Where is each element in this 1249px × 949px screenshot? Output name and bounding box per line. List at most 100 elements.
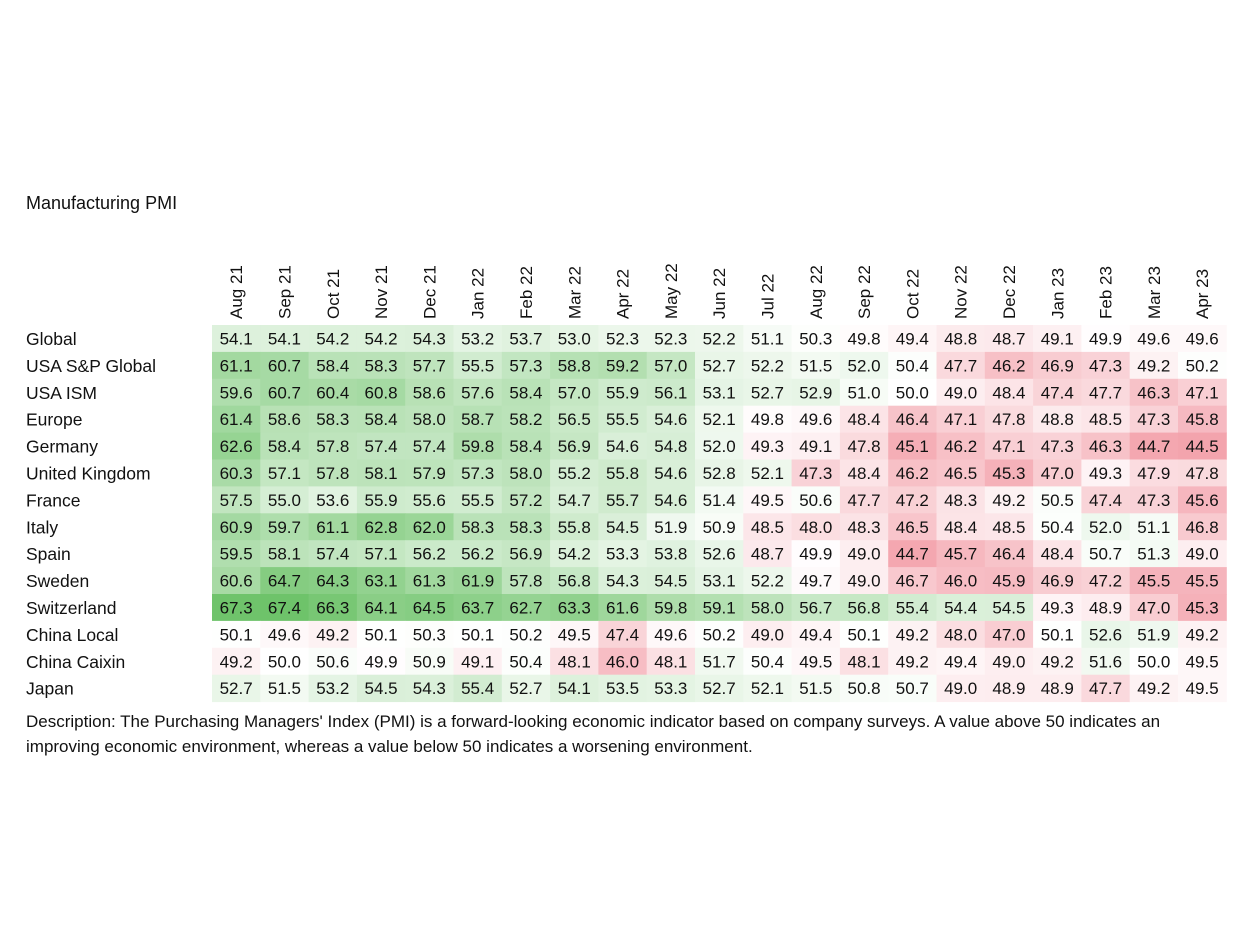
heatmap-cell	[1178, 647, 1227, 676]
cell-value: 53.8	[654, 545, 687, 564]
cell-value: 47.2	[1089, 572, 1122, 591]
heatmap-cell	[1033, 486, 1082, 514]
row-label-switzerland: Switzerland	[26, 598, 116, 618]
row-label-germany: Germany	[26, 437, 98, 457]
heatmap-cell	[1033, 674, 1082, 703]
heatmap-cell	[1081, 567, 1131, 595]
heatmap-cell	[453, 647, 503, 676]
cell-value: 45.3	[992, 464, 1025, 483]
cell-value: 59.6	[220, 383, 253, 402]
heatmap-cell	[743, 325, 793, 353]
heatmap-cell	[453, 432, 503, 460]
heatmap-cell	[839, 513, 889, 541]
heatmap-cell	[936, 325, 986, 353]
heatmap-cell	[308, 540, 358, 568]
heatmap-cell	[356, 325, 406, 353]
heatmap-cell	[308, 594, 358, 622]
cell-value: 47.3	[1137, 491, 1170, 510]
cell-value: 46.8	[1186, 518, 1219, 537]
heatmap-cell	[212, 351, 261, 380]
cell-value: 61.3	[413, 572, 446, 591]
cell-value: 50.6	[316, 652, 349, 671]
heatmap-cell	[501, 378, 551, 407]
description-text: Description: The Purchasing Managers' In…	[26, 712, 1161, 756]
cell-value: 57.0	[654, 356, 687, 375]
heatmap-cell	[646, 405, 696, 434]
cell-value: 54.1	[558, 679, 591, 698]
cell-value: 49.1	[461, 652, 494, 671]
heatmap-cell	[598, 351, 648, 380]
heatmap-cell	[453, 620, 503, 649]
cell-value: 47.3	[1089, 356, 1122, 375]
heatmap-cell	[501, 594, 551, 622]
cell-value: 50.6	[799, 491, 832, 510]
cell-value: 58.7	[461, 410, 494, 429]
row-label-usa-s-p-global: USA S&P Global	[26, 356, 156, 376]
cell-value: 50.9	[703, 518, 736, 537]
heatmap-cell	[260, 486, 310, 514]
heatmap-cell	[1033, 620, 1082, 649]
heatmap-cell	[453, 567, 503, 595]
cell-value: 57.6	[461, 383, 494, 402]
cell-value: 53.0	[558, 329, 591, 348]
cell-value: 47.8	[992, 410, 1025, 429]
cell-value: 52.1	[751, 679, 784, 698]
cell-value: 62.6	[220, 437, 253, 456]
heatmap-cell	[356, 351, 406, 380]
heatmap-cell	[936, 486, 986, 514]
heatmap-cell	[839, 351, 889, 380]
row-label-china-caixin: China Caixin	[26, 652, 125, 672]
heatmap-cell	[1178, 459, 1227, 487]
heatmap-cell	[598, 405, 648, 434]
heatmap-cell	[646, 674, 696, 703]
column-header-apr-22: Apr 22	[614, 269, 633, 319]
cell-value: 49.9	[1089, 329, 1122, 348]
heatmap-cell	[839, 405, 889, 434]
heatmap-cell	[1129, 567, 1179, 595]
heatmap-cell	[791, 594, 841, 622]
heatmap-cell	[212, 647, 261, 676]
cell-value: 58.4	[365, 410, 398, 429]
cell-value: 53.1	[703, 383, 736, 402]
cell-value: 50.4	[1041, 518, 1074, 537]
cell-value: 55.9	[365, 491, 398, 510]
cell-value: 56.1	[654, 383, 687, 402]
column-header-aug-21: Aug 21	[227, 265, 246, 319]
cell-value: 49.2	[992, 491, 1025, 510]
column-header-sep-21: Sep 21	[275, 265, 294, 319]
heatmap-cell	[598, 459, 648, 487]
heatmap-cell	[888, 594, 937, 622]
cell-value: 48.4	[1041, 545, 1074, 564]
cell-value: 49.4	[944, 652, 977, 671]
cell-value: 52.1	[703, 410, 736, 429]
heatmap-cell	[646, 325, 696, 353]
heatmap-cell	[1178, 540, 1227, 568]
cell-value: 50.1	[1041, 625, 1074, 644]
heatmap-cell	[550, 513, 599, 541]
cell-value: 61.4	[220, 410, 253, 429]
cell-value: 59.1	[703, 598, 736, 617]
cell-value: 59.8	[461, 437, 494, 456]
heatmap-cell	[888, 513, 937, 541]
heatmap-cell	[695, 540, 744, 568]
heatmap-cell	[1081, 674, 1131, 703]
cell-value: 48.5	[1089, 410, 1122, 429]
cell-value: 54.6	[654, 491, 687, 510]
cell-value: 56.8	[558, 572, 591, 591]
heatmap-cell	[1081, 325, 1131, 353]
column-header-mar-23: Mar 23	[1145, 266, 1164, 319]
heatmap-cell	[260, 540, 310, 568]
cell-value: 58.3	[509, 518, 542, 537]
heatmap-cell	[550, 351, 599, 380]
column-header-feb-22: Feb 22	[517, 266, 536, 319]
heatmap-cell	[839, 620, 889, 649]
cell-value: 57.2	[509, 491, 542, 510]
row-label-europe: Europe	[26, 410, 82, 430]
cell-value: 48.8	[944, 329, 977, 348]
heatmap-cell	[984, 459, 1034, 487]
cell-value: 51.7	[703, 652, 736, 671]
cell-value: 49.5	[558, 625, 591, 644]
heatmap-cell	[936, 620, 986, 649]
heatmap-cell	[598, 486, 648, 514]
cell-value: 52.7	[703, 356, 736, 375]
